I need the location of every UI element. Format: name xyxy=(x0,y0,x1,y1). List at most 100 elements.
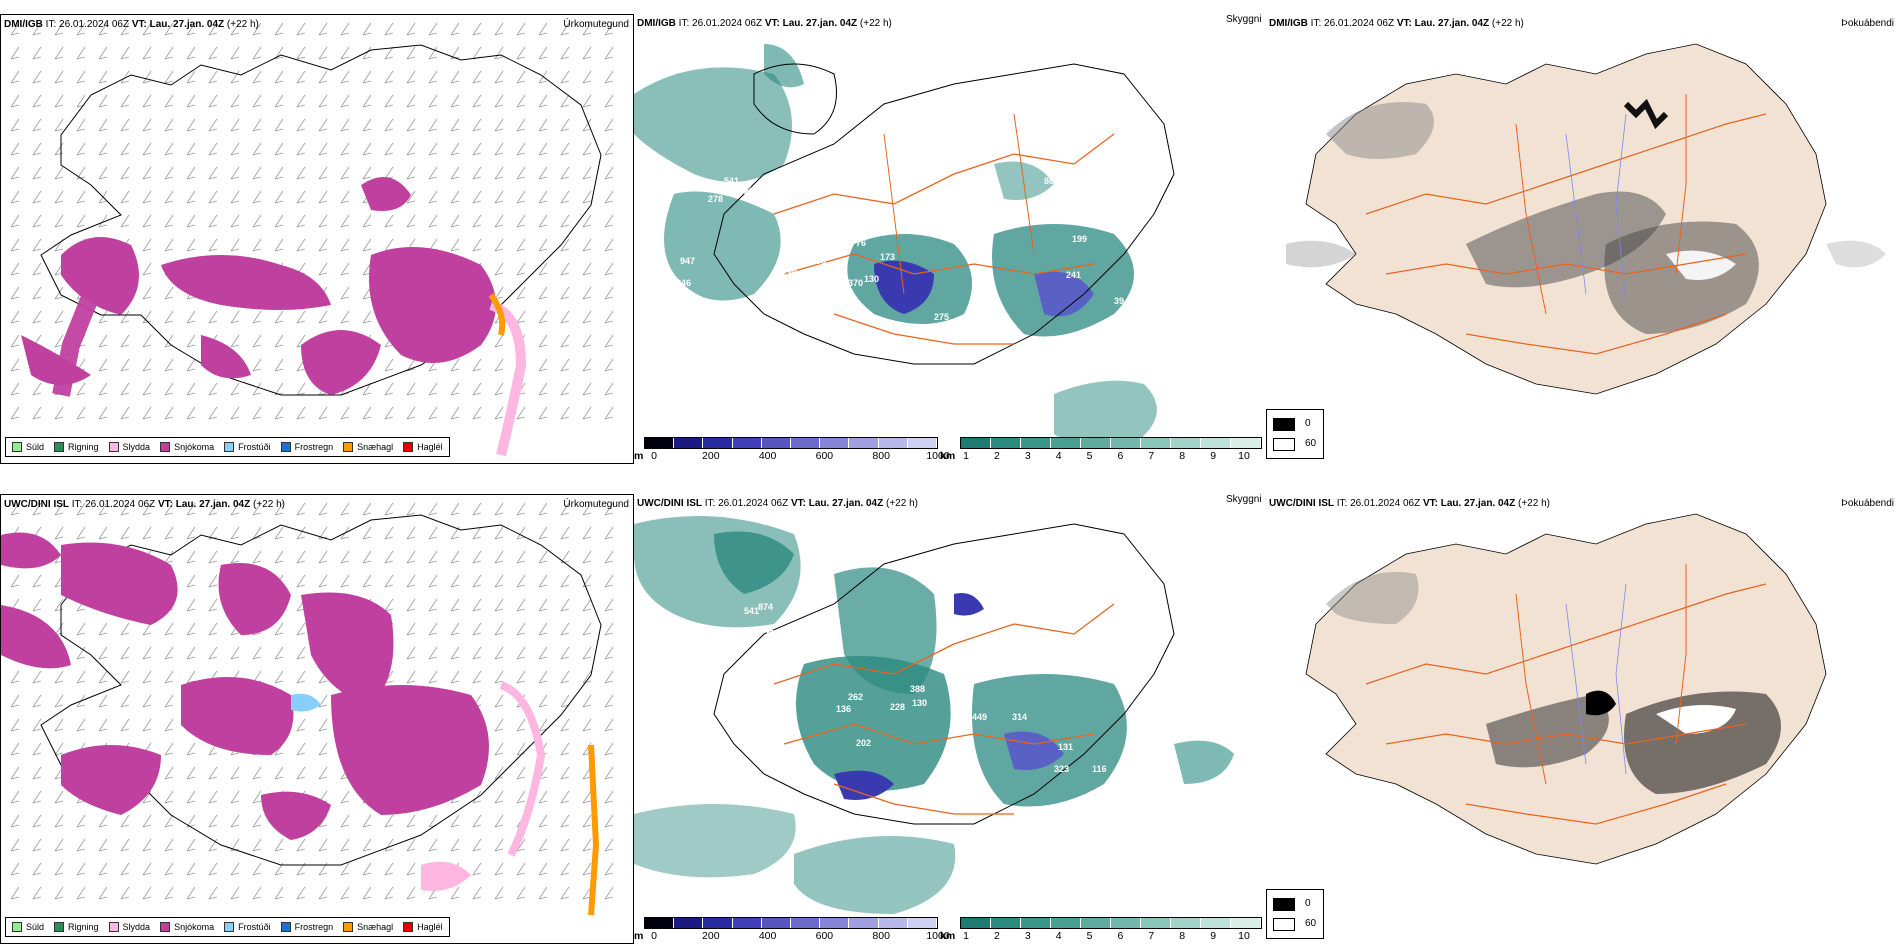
wind-barb xyxy=(384,22,394,36)
wind-barb xyxy=(98,142,108,156)
wind-barb xyxy=(582,46,592,60)
wind-barb xyxy=(252,862,262,876)
visibility-unit-top: km xyxy=(940,450,956,462)
wind-barb xyxy=(76,46,86,60)
wind-barb xyxy=(340,118,350,132)
wind-barb xyxy=(98,310,108,324)
colorbar-segment xyxy=(1171,918,1201,928)
wind-barb xyxy=(582,310,592,324)
wind-barb xyxy=(208,814,218,828)
wind-barb xyxy=(494,814,504,828)
wind-barb xyxy=(560,886,570,900)
wind-barb xyxy=(10,382,20,396)
wind-barb xyxy=(230,238,240,252)
colorbar-segment xyxy=(791,918,821,928)
wind-barb xyxy=(582,94,592,108)
wind-barb xyxy=(516,670,526,684)
precip-legend-bottom: Súld Rigning Slydda Snjókoma Frostúði Frostre… xyxy=(5,917,450,937)
legend-swatch xyxy=(403,442,414,452)
wind-barb xyxy=(538,46,548,60)
colorbar-tick-label: 200 xyxy=(702,930,720,942)
wind-barb xyxy=(406,70,416,84)
wind-barb xyxy=(604,598,614,612)
wind-barb xyxy=(32,46,42,60)
wind-barb xyxy=(340,238,350,252)
wind-barb xyxy=(340,190,350,204)
wind-barb xyxy=(76,118,86,132)
colorbar-segment xyxy=(703,438,733,448)
wind-barb xyxy=(472,22,482,36)
wind-barb xyxy=(516,766,526,780)
wind-barb xyxy=(54,22,64,36)
fog-legend-label: 60 xyxy=(1305,918,1317,929)
colorbar-segment xyxy=(1021,438,1051,448)
wind-barb xyxy=(54,814,64,828)
wind-barb xyxy=(274,358,284,372)
ceiling-value-label: 314 xyxy=(1012,712,1027,722)
ceiling-value-label: 829 xyxy=(660,296,675,306)
wind-barb xyxy=(406,814,416,828)
wind-barb xyxy=(384,838,394,852)
ceiling-value-label: 39 xyxy=(1114,296,1124,306)
wind-barb xyxy=(428,214,438,228)
wind-barb xyxy=(296,190,306,204)
wind-barb xyxy=(252,94,262,108)
wind-barb xyxy=(494,46,504,60)
wind-barb xyxy=(318,22,328,36)
wind-barb xyxy=(10,22,20,36)
precip-panel-bottom: UWC/DINI ISL IT: 26.01.2024 06Z VT: Lau.… xyxy=(0,494,634,944)
wind-barb xyxy=(32,838,42,852)
wind-barb xyxy=(208,238,218,252)
wind-barb xyxy=(406,22,416,36)
wind-barb xyxy=(54,94,64,108)
wind-barb xyxy=(538,502,548,516)
wind-barb xyxy=(604,622,614,636)
legend-swatch xyxy=(280,442,291,452)
colorbar-segment xyxy=(791,438,821,448)
wind-barb xyxy=(516,574,526,588)
precip-map-top xyxy=(10,22,614,457)
ceiling-value-label: 241 xyxy=(1066,270,1081,280)
wind-barb xyxy=(384,598,394,612)
legend-label: Slydda xyxy=(122,922,151,932)
legend-label: Frostúði xyxy=(238,922,271,932)
wind-barb xyxy=(164,838,174,852)
wind-barb xyxy=(274,70,284,84)
wind-barb xyxy=(428,670,438,684)
wind-barb xyxy=(604,886,614,900)
fog-index-label-top: Þokuábendi xyxy=(1841,18,1894,29)
wind-barb xyxy=(76,502,86,516)
wind-barb xyxy=(208,214,218,228)
wind-barb xyxy=(450,238,460,252)
wind-barb xyxy=(494,718,504,732)
wind-barb xyxy=(252,814,262,828)
fog-index-label-bottom: Þokuábendi xyxy=(1841,498,1894,509)
ceiling-value-label: 541 xyxy=(744,606,759,616)
ceiling-value-label: 862 xyxy=(1044,176,1059,186)
wind-barb xyxy=(164,70,174,84)
wind-barb xyxy=(384,382,394,396)
wind-barb xyxy=(32,190,42,204)
wind-barb xyxy=(318,550,328,564)
wind-barb xyxy=(560,238,570,252)
wind-barb xyxy=(186,574,196,588)
ceiling-value-label: 323 xyxy=(1054,764,1069,774)
wind-barb xyxy=(384,526,394,540)
wind-barb xyxy=(516,550,526,564)
colorbar-segment xyxy=(674,918,704,928)
wind-barb xyxy=(604,334,614,348)
colorbar-segment xyxy=(1231,438,1261,448)
wind-barb xyxy=(604,358,614,372)
wind-barb xyxy=(384,550,394,564)
ceiling-value-label: 118 xyxy=(832,266,847,276)
wind-barb xyxy=(274,646,284,660)
wind-barb xyxy=(604,862,614,876)
wind-barb xyxy=(274,766,284,780)
wind-barb xyxy=(450,166,460,180)
wind-barb xyxy=(318,94,328,108)
legend-label: Rigning xyxy=(68,442,99,452)
wind-barb xyxy=(362,382,372,396)
legend-swatch xyxy=(12,442,22,452)
wind-barb xyxy=(472,166,482,180)
wind-barb xyxy=(582,622,592,636)
